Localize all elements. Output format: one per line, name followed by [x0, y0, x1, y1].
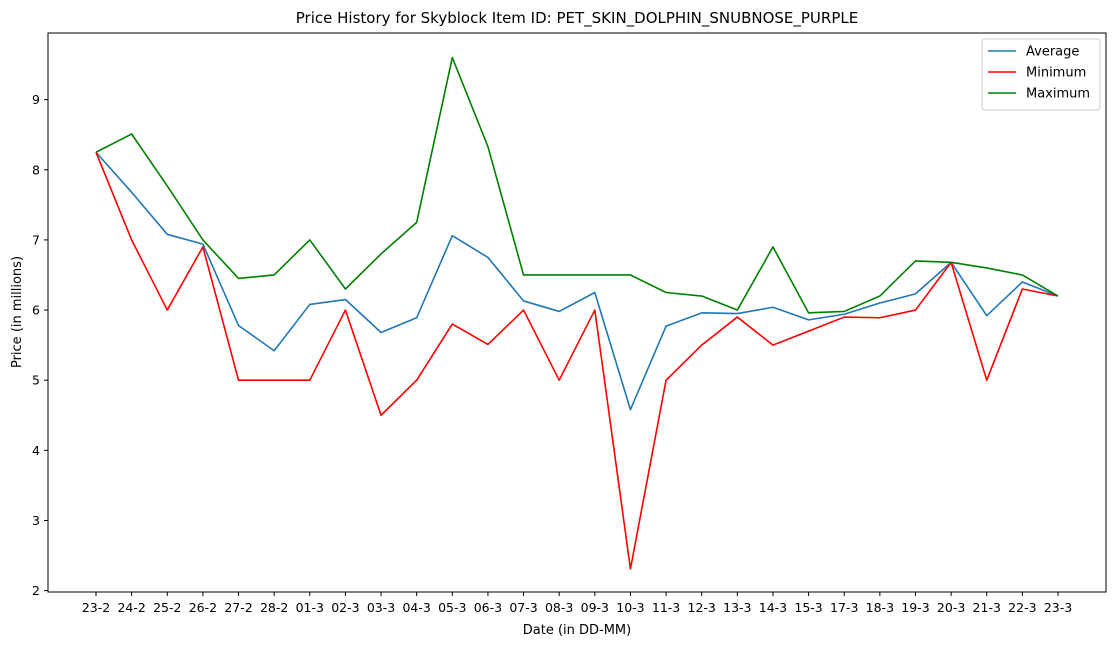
series-line-average [95, 151, 1059, 411]
x-tick-label: 22-3 [1008, 600, 1036, 615]
x-tick-label: 20-3 [937, 600, 965, 615]
x-tick-label: 11-3 [652, 600, 680, 615]
x-tick-label: 23-2 [82, 600, 110, 615]
legend-label: Average [1026, 45, 1079, 60]
plot-area: 23-2 24-2 25-2 26-2 27-2 28-2 01-3 02-3 03-3 04-3… [32, 32, 1107, 615]
x-tick-label: 18-3 [866, 600, 894, 615]
x-tick-label: 17-3 [830, 600, 858, 615]
x-tick-label: 28-2 [260, 600, 288, 615]
y-tick-label: 4 [32, 443, 40, 458]
x-tick-label: 24-2 [117, 600, 145, 615]
x-tick-label: 02-3 [331, 600, 359, 615]
x-tick-label: 06-3 [474, 600, 502, 615]
y-axis-label: Price (in millions) [10, 256, 25, 368]
y-tick-label: 5 [32, 373, 40, 388]
series-line-maximum [95, 56, 1059, 314]
x-tick-label: 12-3 [688, 600, 716, 615]
x-tick-label: 13-3 [723, 600, 751, 615]
legend-label: Maximum [1026, 87, 1090, 102]
x-tick-label: 07-3 [509, 600, 537, 615]
chart-title: Price History for Skyblock Item ID: PET_… [296, 9, 858, 28]
x-tick-label: 03-3 [367, 600, 395, 615]
x-axis-label: Date (in DD-MM) [523, 623, 631, 638]
x-tick-label: 01-3 [296, 600, 324, 615]
x-tick-label: 19-3 [901, 600, 929, 615]
x-tick-label: 08-3 [545, 600, 573, 615]
x-tick-label: 04-3 [402, 600, 430, 615]
x-tick-label: 25-2 [153, 600, 181, 615]
y-tick-label: 2 [32, 583, 40, 598]
legend: Average Minimum Maximum [981, 38, 1101, 111]
series-line-minimum [95, 151, 1059, 570]
x-tick-label: 26-2 [189, 600, 217, 615]
x-tick-label: 23-3 [1044, 600, 1072, 615]
x-tick-label: 15-3 [794, 600, 822, 615]
legend-label: Minimum [1026, 66, 1086, 81]
x-tick-label: 10-3 [616, 600, 644, 615]
plot-frame [47, 32, 1107, 593]
y-tick-label: 7 [32, 232, 40, 247]
x-tick-label: 21-3 [973, 600, 1001, 615]
x-tick-label: 09-3 [581, 600, 609, 615]
y-tick-label: 8 [32, 162, 40, 177]
x-tick-label: 27-2 [224, 600, 252, 615]
y-tick-label: 9 [32, 92, 40, 107]
x-tick-label: 14-3 [759, 600, 787, 615]
y-tick-label: 3 [32, 513, 40, 528]
x-tick-label: 05-3 [438, 600, 466, 615]
y-tick-label: 6 [32, 303, 40, 318]
